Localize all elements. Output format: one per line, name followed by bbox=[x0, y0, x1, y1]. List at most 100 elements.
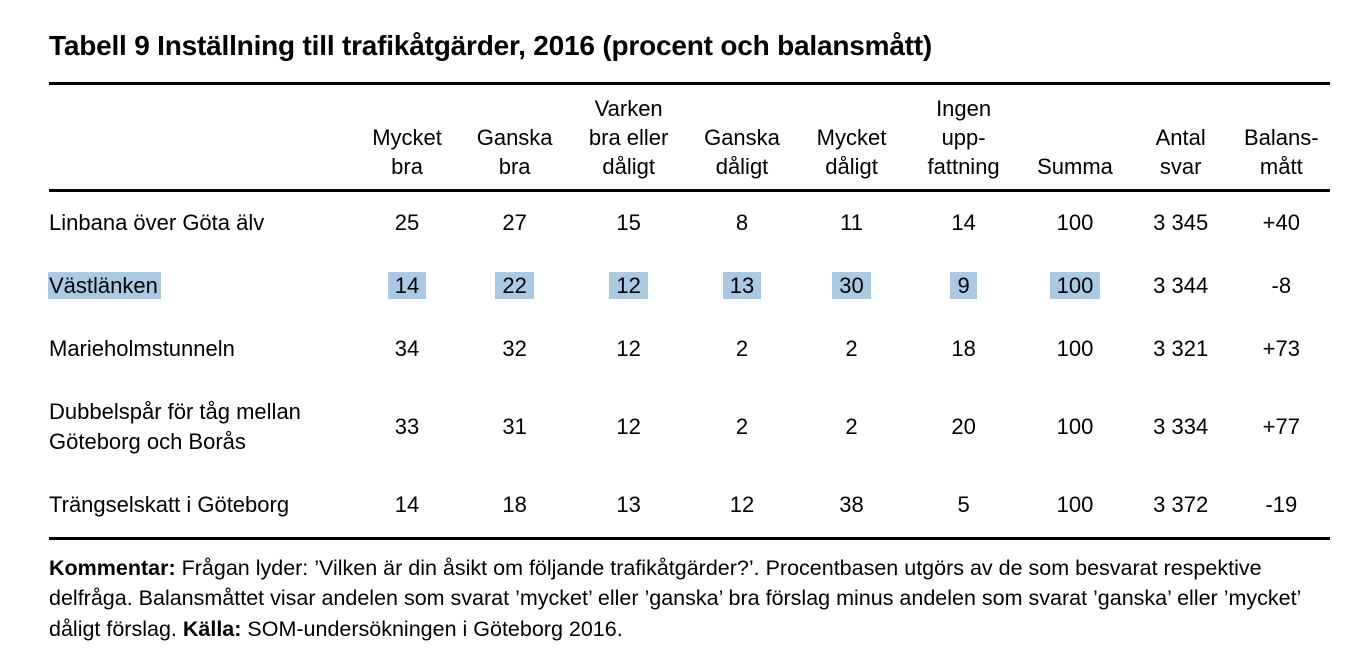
table-row: Västlänken 14 22 12 13 30 9 100 3 344 -8 bbox=[48, 255, 1330, 318]
table-cell: 14 bbox=[906, 191, 1021, 255]
cell-text: 12 bbox=[729, 491, 755, 517]
comment-label: Kommentar: bbox=[49, 555, 176, 580]
table-cell: 2 bbox=[687, 318, 797, 381]
cell-text: 25 bbox=[394, 210, 420, 236]
table-cell: -8 bbox=[1233, 255, 1330, 318]
table-cell: 3 334 bbox=[1129, 381, 1233, 474]
column-header: Balans- mått bbox=[1232, 83, 1330, 193]
row-label: Trängselskatt i Göteborg bbox=[49, 474, 355, 538]
cell-text: 11 bbox=[840, 210, 863, 236]
cell-text: +40 bbox=[1262, 210, 1300, 236]
data-table: Mycket bra Ganska bra Varken bra eller dål… bbox=[48, 82, 1330, 540]
table-cell: 100 bbox=[1021, 381, 1129, 474]
row-label: Västlänken bbox=[48, 255, 355, 318]
table-cell: 12 bbox=[687, 474, 797, 538]
table-cell: +77 bbox=[1233, 381, 1330, 474]
table-cell: 27 bbox=[459, 191, 570, 255]
highlighted-cell-text: 100 bbox=[1049, 272, 1101, 299]
cell-text: 34 bbox=[394, 335, 420, 361]
cell-text: +73 bbox=[1262, 335, 1300, 361]
table-cell: 33 bbox=[355, 381, 459, 474]
cell-text: 3 372 bbox=[1153, 491, 1209, 517]
column-header-empty bbox=[49, 83, 356, 193]
table-cell: 18 bbox=[906, 318, 1021, 381]
cell-text: 18 bbox=[502, 491, 527, 517]
table-cell: 8 bbox=[687, 191, 797, 255]
table-cell: 12 bbox=[570, 255, 687, 318]
table-cell: 34 bbox=[355, 318, 459, 381]
cell-text: -19 bbox=[1265, 491, 1298, 517]
cell-text: 2 bbox=[845, 413, 858, 439]
cell-text: Dubbelspår för tåg mellan Göteborg och B… bbox=[49, 398, 301, 454]
cell-text: 14 bbox=[394, 491, 420, 517]
cell-text: Trängselskatt i Göteborg bbox=[49, 491, 290, 517]
row-label: Marieholmstunneln bbox=[49, 318, 355, 381]
column-header: Ganska bra bbox=[458, 83, 571, 193]
row-label: Linbana över Göta älv bbox=[49, 191, 355, 255]
table-cell: 100 bbox=[1021, 191, 1129, 255]
table-row: Trängselskatt i Göteborg 14 18 13 12 38 5 100 3 … bbox=[49, 474, 1330, 538]
comment-text: Frågan lyder: ’Vilken är din åsikt om fö… bbox=[49, 555, 1301, 641]
table-cell: 22 bbox=[459, 255, 570, 318]
cell-text: Linbana över Göta älv bbox=[49, 210, 265, 236]
table-cell: 30 bbox=[797, 255, 906, 318]
column-header: Ingen upp- fattning bbox=[905, 83, 1022, 193]
table-cell: 11 bbox=[797, 191, 906, 255]
row-label: Dubbelspår för tåg mellan Göteborg och B… bbox=[49, 381, 355, 474]
table-cell: 32 bbox=[459, 318, 570, 381]
highlighted-cell-text: 9 bbox=[950, 272, 977, 299]
source-label: Källa: bbox=[182, 616, 242, 641]
column-header: Mycket dåligt bbox=[797, 83, 906, 193]
table-cell: 38 bbox=[797, 474, 906, 538]
comment: Kommentar: Frågan lyder: ’Vilken är din … bbox=[49, 553, 1311, 645]
highlighted-cell-text: 13 bbox=[722, 272, 762, 299]
table-cell: 12 bbox=[570, 381, 687, 474]
table-cell: -19 bbox=[1233, 474, 1330, 538]
cell-text: 100 bbox=[1056, 491, 1094, 517]
cell-text: 38 bbox=[839, 491, 864, 517]
table-cell: 13 bbox=[687, 255, 797, 318]
column-header: Antal svar bbox=[1128, 83, 1233, 193]
cell-text: 5 bbox=[957, 491, 970, 517]
highlighted-cell-text: 22 bbox=[495, 272, 534, 299]
table-cell: 100 bbox=[1021, 318, 1129, 381]
table-row: Dubbelspår för tåg mellan Göteborg och B… bbox=[49, 381, 1330, 474]
cell-text: 14 bbox=[951, 210, 976, 236]
cell-text: 20 bbox=[951, 413, 976, 439]
highlighted-cell-text: Västlänken bbox=[48, 272, 161, 299]
table-row: Marieholmstunneln 34 32 12 2 2 18 100 3 321 +73 bbox=[49, 318, 1330, 381]
cell-text: -8 bbox=[1271, 273, 1292, 298]
cell-text: 12 bbox=[616, 335, 641, 361]
table-cell: 31 bbox=[459, 381, 570, 474]
cell-text: 8 bbox=[735, 210, 749, 236]
table-cell: 3 321 bbox=[1129, 318, 1233, 381]
cell-text: 3 344 bbox=[1153, 273, 1209, 298]
table-cell: 13 bbox=[570, 474, 687, 538]
header-row: Mycket bra Ganska bra Varken bra eller dål… bbox=[49, 83, 1330, 193]
cell-text: 12 bbox=[616, 413, 641, 439]
table-title: Tabell 9 Inställning till trafikåtgärder… bbox=[49, 30, 933, 61]
cell-text: 3 334 bbox=[1153, 413, 1209, 439]
column-header: Ganska dåligt bbox=[686, 83, 798, 193]
table-header: Mycket bra Ganska bra Varken bra eller dål… bbox=[49, 83, 1330, 193]
table-body: Linbana över Göta älv 25 27 15 8 11 14 100 3 345… bbox=[48, 191, 1330, 538]
table-cell: 14 bbox=[355, 255, 459, 318]
highlighted-cell-text: 14 bbox=[387, 272, 427, 299]
table-cell: 20 bbox=[906, 381, 1021, 474]
cell-text: 3 345 bbox=[1153, 210, 1209, 236]
source-text: SOM-undersökningen i Göteborg 2016. bbox=[241, 616, 623, 641]
cell-text: +77 bbox=[1262, 413, 1300, 439]
table-cell: 5 bbox=[906, 474, 1021, 538]
table-cell: 100 bbox=[1021, 474, 1129, 538]
table-cell: 25 bbox=[355, 191, 459, 255]
table-cell: 2 bbox=[687, 381, 797, 474]
cell-text: 2 bbox=[845, 335, 858, 361]
table-cell: 2 bbox=[797, 381, 906, 474]
cell-text: 33 bbox=[394, 413, 420, 439]
table-cell: 15 bbox=[570, 191, 687, 255]
column-header: Varken bra eller dåligt bbox=[570, 83, 687, 193]
table-cell: +73 bbox=[1233, 318, 1330, 381]
cell-text: 31 bbox=[502, 413, 527, 439]
cell-text: 13 bbox=[616, 491, 641, 517]
cell-text: 27 bbox=[502, 210, 527, 236]
